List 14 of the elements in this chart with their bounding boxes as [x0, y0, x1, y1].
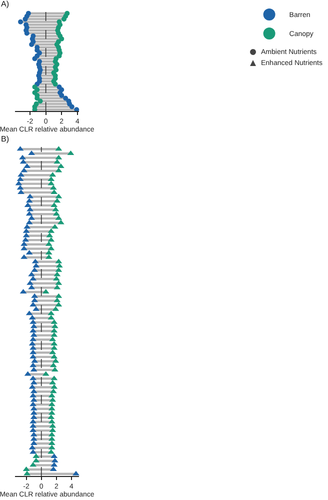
point	[69, 104, 74, 110]
chart-title: A)	[1, 0, 10, 9]
point	[59, 36, 64, 42]
point	[52, 82, 58, 87]
point	[61, 16, 66, 22]
point	[38, 98, 43, 104]
point	[29, 42, 34, 48]
point	[32, 56, 38, 62]
chart-title: B)	[1, 134, 10, 144]
point	[24, 30, 30, 36]
point	[59, 92, 64, 98]
point	[63, 96, 68, 101]
point	[22, 16, 28, 22]
point	[18, 19, 24, 24]
